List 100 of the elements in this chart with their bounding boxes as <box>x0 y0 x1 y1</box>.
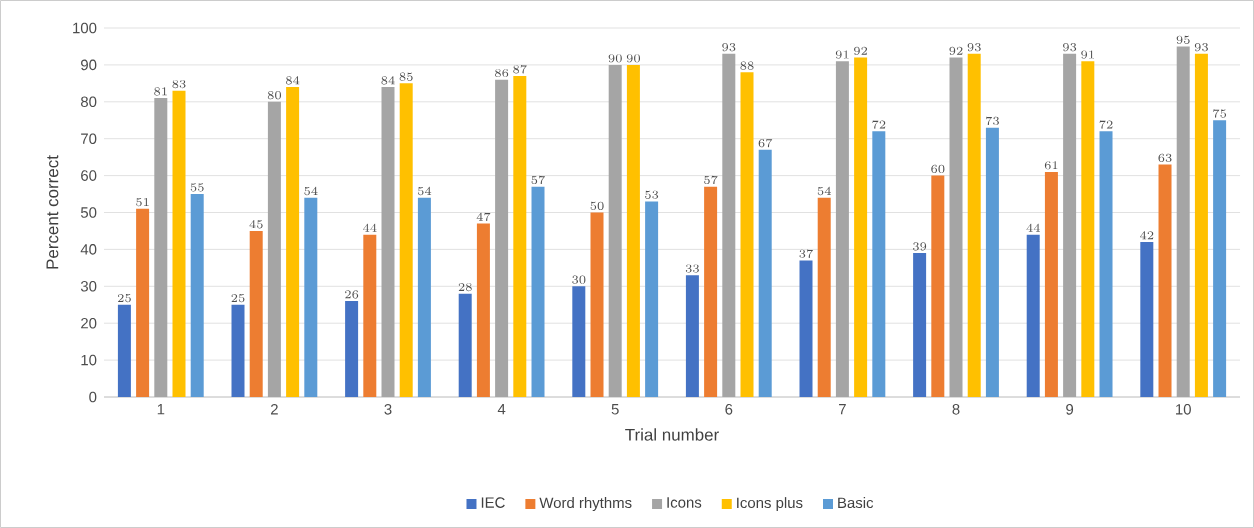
x-axis-title: Trial number <box>625 428 719 441</box>
data-label: 45 <box>249 220 263 229</box>
data-label: 44 <box>1026 223 1040 232</box>
bar <box>572 286 586 397</box>
data-label: 67 <box>758 138 773 148</box>
data-label: 54 <box>417 186 432 196</box>
bar <box>590 212 604 397</box>
data-label: 93 <box>1194 43 1208 52</box>
legend-label: Basic <box>838 497 874 509</box>
bar <box>1044 171 1058 397</box>
bar <box>608 64 622 397</box>
bar <box>267 101 281 397</box>
data-label: 92 <box>854 46 868 55</box>
bar <box>345 301 359 397</box>
data-label: 88 <box>740 61 754 70</box>
bar <box>476 223 490 397</box>
bar <box>513 75 527 397</box>
x-tick-label: 3 <box>384 404 392 415</box>
x-tick-label: 6 <box>725 404 733 415</box>
data-label: 50 <box>590 201 604 210</box>
bar <box>495 79 509 397</box>
data-label: 73 <box>986 116 999 126</box>
data-label: 37 <box>799 249 813 258</box>
bar <box>117 304 131 397</box>
data-label: 30 <box>572 275 586 284</box>
data-label: 91 <box>1081 50 1094 59</box>
data-label: 57 <box>531 175 545 185</box>
bar <box>835 61 849 397</box>
data-label: 85 <box>399 72 413 81</box>
data-label: 60 <box>931 164 945 174</box>
bar <box>190 194 204 397</box>
x-tick-label: 5 <box>611 404 619 415</box>
bar <box>872 131 886 397</box>
bar <box>1176 46 1190 397</box>
bar <box>722 53 736 397</box>
data-label: 39 <box>913 242 927 251</box>
bar <box>531 186 545 397</box>
data-label: 33 <box>685 264 699 273</box>
y-tick-label: 50 <box>80 207 97 218</box>
y-tick-label: 40 <box>80 244 97 255</box>
bar <box>172 90 186 397</box>
data-label: 26 <box>345 290 359 299</box>
data-label: 84 <box>286 76 300 85</box>
bar <box>1140 242 1154 397</box>
legend-label: Icons plus <box>737 497 803 512</box>
data-label: 72 <box>1099 120 1113 129</box>
data-label: 47 <box>476 212 491 222</box>
legend-label: Word rhythms <box>539 497 632 512</box>
bar <box>740 72 754 397</box>
bar <box>1063 53 1077 397</box>
data-label: 42 <box>1140 231 1154 240</box>
data-label: 25 <box>231 293 245 303</box>
bar <box>136 208 150 397</box>
data-label: 90 <box>608 54 622 63</box>
legend-label: Icons <box>667 497 702 508</box>
bar <box>985 127 999 397</box>
data-label: 90 <box>626 54 640 63</box>
data-label: 51 <box>136 198 149 207</box>
bar <box>249 230 263 397</box>
x-tick-label: 1 <box>157 404 165 415</box>
legend-label: IEC <box>481 497 505 508</box>
data-label: 54 <box>817 186 831 196</box>
data-label: 87 <box>513 65 527 74</box>
y-tick-label: 60 <box>81 170 97 181</box>
y-tick-label: 80 <box>80 96 97 108</box>
data-label: 84 <box>381 76 395 85</box>
x-tick-label: 10 <box>1176 404 1191 415</box>
bar <box>363 234 377 397</box>
y-tick-label: 10 <box>81 354 97 366</box>
bar <box>1194 53 1208 397</box>
bar <box>1099 131 1113 397</box>
bar <box>758 149 772 397</box>
bar <box>154 98 168 397</box>
y-tick-label: 100 <box>73 22 97 34</box>
data-label: 63 <box>1158 153 1172 162</box>
bar <box>949 57 963 397</box>
x-tick-label: 4 <box>497 404 506 415</box>
data-label: 75 <box>1213 109 1227 118</box>
bar <box>626 64 640 397</box>
data-label: 57 <box>704 175 718 185</box>
bar <box>1081 61 1095 397</box>
data-label: 86 <box>495 68 509 78</box>
bar <box>854 57 868 397</box>
x-tick-label: 2 <box>271 404 278 415</box>
data-label: 54 <box>304 186 318 196</box>
bar <box>645 201 659 397</box>
data-label: 28 <box>458 282 472 292</box>
bar <box>231 304 245 397</box>
x-tick-label: 8 <box>952 404 960 415</box>
data-label: 83 <box>172 79 186 89</box>
bar <box>913 253 927 397</box>
x-tick-label: 9 <box>1066 404 1074 415</box>
bar <box>799 260 813 397</box>
bar <box>458 293 472 397</box>
y-tick-label: 30 <box>80 281 97 292</box>
data-label: 72 <box>872 120 886 129</box>
bar <box>931 175 945 397</box>
bar <box>1213 120 1227 397</box>
data-label: 93 <box>722 43 736 52</box>
data-label: 80 <box>267 91 281 100</box>
